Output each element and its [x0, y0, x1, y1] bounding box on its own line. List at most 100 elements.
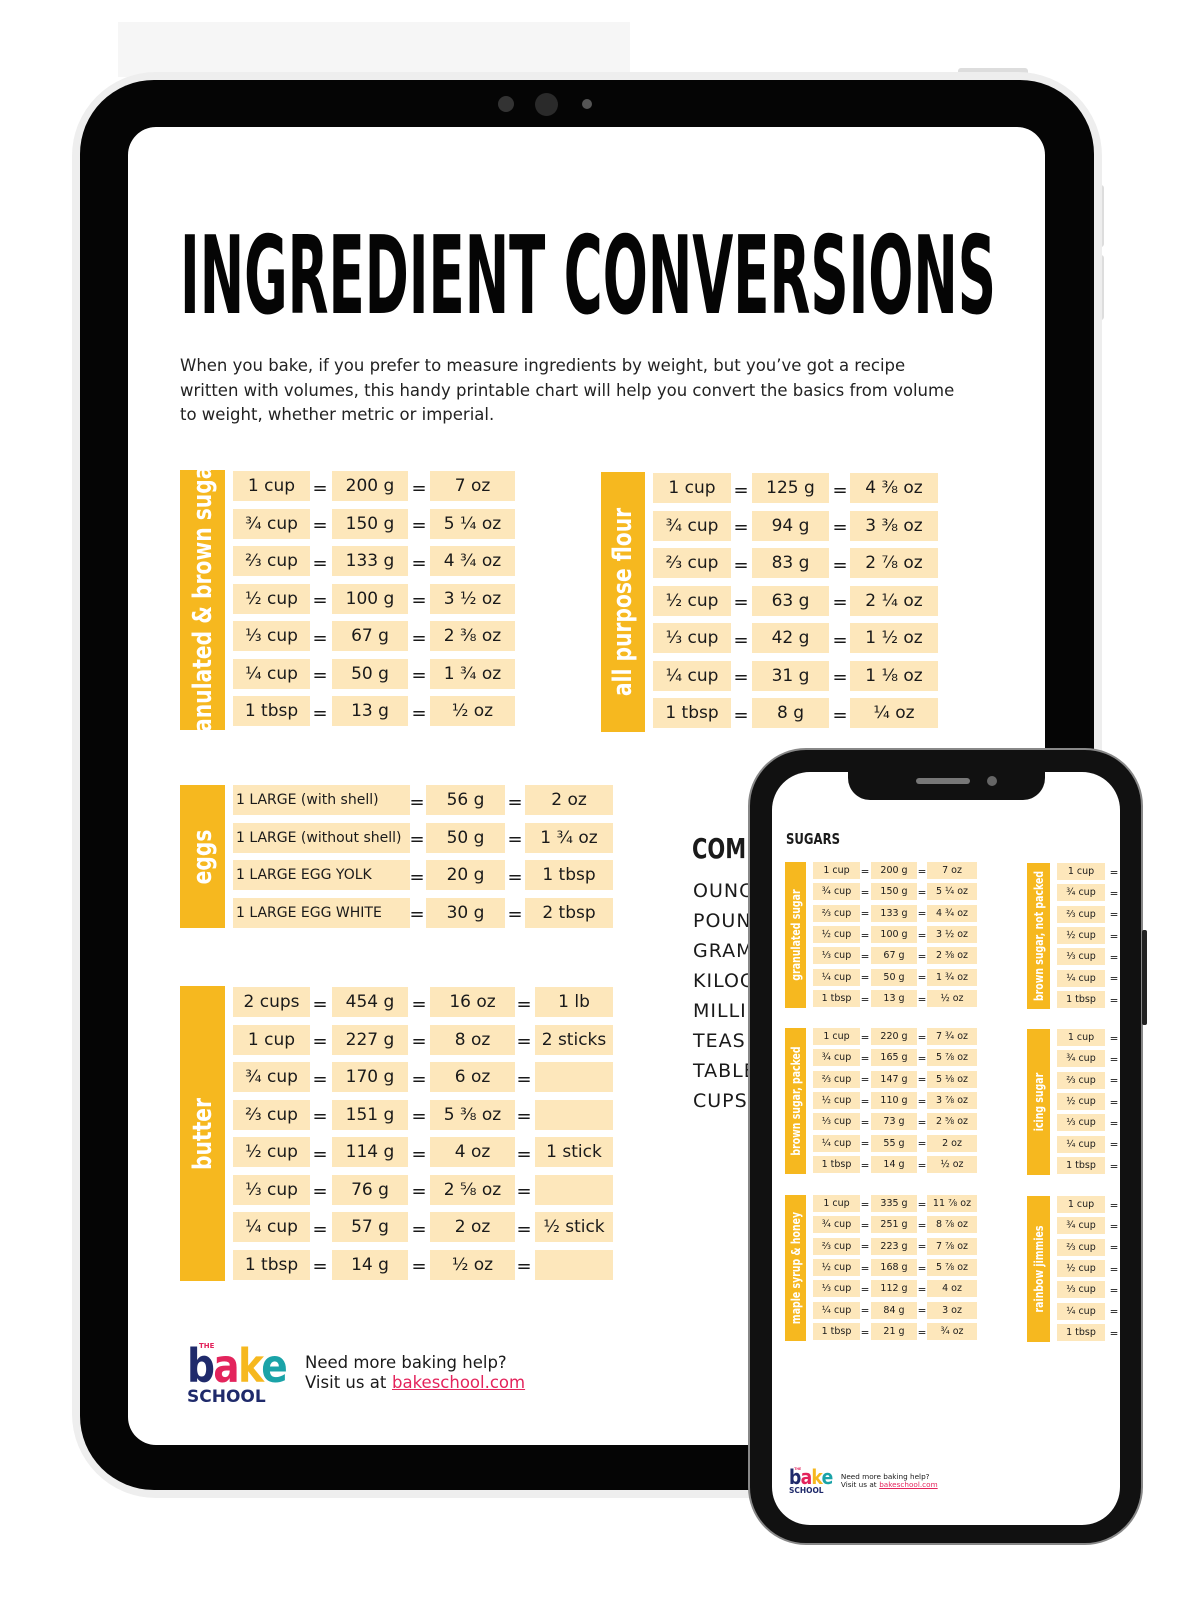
table-label: all purpose flour: [608, 507, 638, 697]
unit-item: MILLI: [693, 1000, 747, 1022]
table-cell: 31 g: [752, 660, 829, 691]
equals-sign: =: [917, 1305, 927, 1318]
equals-sign: =: [1109, 1117, 1119, 1130]
equals-sign: =: [1109, 1096, 1119, 1109]
table-cell: ⅓ cup: [233, 621, 310, 651]
table-cell: 7 ⅞ oz: [927, 1237, 977, 1255]
equals-sign: =: [917, 950, 927, 963]
table-cell: ½ cup: [813, 1091, 860, 1109]
label-bar: eggs: [180, 785, 225, 928]
website-link[interactable]: bakeschool.com: [879, 1480, 938, 1490]
equals-sign: =: [733, 554, 749, 576]
table-cell: 1 ¾ oz: [927, 968, 977, 986]
equals-sign: =: [516, 993, 532, 1015]
table-cell: 2 ¼ oz: [850, 585, 938, 616]
table-cell: ⅓ cup: [1057, 1281, 1105, 1299]
equals-sign: =: [1109, 994, 1119, 1007]
help-text: Need more baking help?: [840, 1471, 930, 1481]
table-cell: 84 g: [871, 1301, 917, 1319]
equals-sign: =: [917, 1198, 927, 1211]
brand-letter: a: [213, 1339, 239, 1393]
table-cell: 4 ⅜ oz: [850, 473, 938, 503]
table-cell: ½ oz: [927, 1155, 977, 1173]
equals-sign: =: [507, 866, 523, 888]
equals-sign: =: [1109, 930, 1119, 943]
equals-sign: =: [1109, 1263, 1119, 1276]
equals-sign: =: [860, 1074, 870, 1087]
table-label: brown sugar, not packed: [1031, 870, 1046, 1002]
equals-sign: =: [860, 1283, 870, 1296]
equals-sign: =: [917, 1159, 927, 1172]
equals-sign: =: [860, 929, 870, 942]
equals-sign: =: [312, 1106, 328, 1128]
table-cell: 112 g: [871, 1280, 917, 1298]
table-cell: ½ oz: [927, 989, 977, 1007]
table-cell: 1 ¾ oz: [525, 822, 613, 853]
table-cell: 220 g: [871, 1028, 917, 1045]
table-cell: ¼ cup: [653, 660, 731, 691]
table-cell: ½ cup: [233, 583, 310, 614]
table-cell: 1 tbsp: [1057, 1323, 1105, 1341]
equals-sign: =: [411, 993, 427, 1015]
table-cell: ½ cup: [813, 925, 860, 943]
table-cell: ⅓ cup: [813, 947, 860, 965]
equals-sign: =: [917, 1241, 927, 1254]
equals-sign: =: [860, 1220, 870, 1233]
table-cell: 1 ½ oz: [850, 623, 938, 653]
table-cell: ¼ cup: [1057, 969, 1105, 987]
equals-sign: =: [312, 590, 328, 612]
equals-sign: =: [411, 1143, 427, 1165]
table-cell: 1 cup: [1057, 1029, 1105, 1046]
equals-sign: =: [917, 1262, 927, 1275]
table-cell: 1 cup: [1057, 1196, 1105, 1213]
table-cell: 14 g: [332, 1249, 408, 1280]
brand-letter: a: [800, 1465, 813, 1490]
equals-sign: =: [917, 865, 927, 878]
intro-line: to weight, whether metric or imperial.: [180, 405, 495, 424]
equals-sign: =: [917, 1031, 927, 1044]
table-cell: 147 g: [871, 1070, 917, 1088]
equals-sign: =: [860, 1138, 870, 1151]
table-cell: ¾ cup: [1057, 1050, 1105, 1068]
table-cell: 168 g: [871, 1258, 917, 1276]
table-cell: 5 ⅞ oz: [927, 1049, 977, 1067]
help-text: Need more baking help?: [305, 1353, 507, 1372]
label-bar: brown sugar, packed: [785, 1028, 806, 1174]
equals-sign: =: [409, 866, 425, 888]
visit-text: Visit us at: [305, 1373, 387, 1392]
table-cell: 1 LARGE (with shell): [233, 785, 410, 815]
brand-letter: e: [261, 1339, 288, 1393]
brand-bake: bake: [187, 1343, 288, 1389]
table-cell: 1 stick: [535, 1137, 613, 1167]
table-cell: 227 g: [332, 1024, 408, 1055]
table-cell: ⅔ cup: [1057, 1071, 1105, 1089]
table-cell: 335 g: [871, 1195, 917, 1212]
equals-sign: =: [507, 904, 523, 926]
equals-sign: =: [1109, 1327, 1119, 1340]
equals-sign: =: [411, 515, 427, 537]
table-cell: 4 oz: [927, 1280, 977, 1298]
intro-line: written with volumes, this handy printab…: [180, 380, 955, 400]
equals-sign: =: [733, 517, 749, 539]
table-label: eggs: [187, 829, 218, 884]
equals-sign: =: [917, 972, 927, 985]
label-bar: icing sugar: [1027, 1029, 1050, 1175]
table-cell: [535, 1062, 613, 1092]
equals-sign: =: [507, 829, 523, 851]
equals-sign: =: [411, 627, 427, 649]
table-cell: 4 ¾ oz: [927, 904, 977, 922]
website-link[interactable]: bakeschool.com: [392, 1373, 526, 1392]
table-cell: 2 ⅜ oz: [927, 947, 977, 965]
table-cell: ⅓ cup: [1057, 948, 1105, 966]
table-cell: 67 g: [871, 947, 917, 965]
title: INGREDIENT CONVERSIONS: [180, 222, 996, 332]
equals-sign: =: [860, 1262, 870, 1275]
equals-sign: =: [411, 1031, 427, 1053]
table-cell: 2 ⅝ oz: [927, 1113, 977, 1131]
equals-sign: =: [312, 627, 328, 649]
equals-sign: =: [312, 702, 328, 724]
equals-sign: =: [1109, 866, 1119, 879]
table-cell: 8 ⅞ oz: [927, 1216, 977, 1234]
table-cell: 8 oz: [430, 1024, 515, 1055]
